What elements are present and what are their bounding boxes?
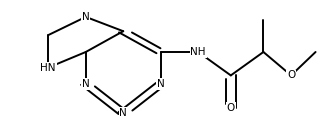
Text: N: N <box>119 108 127 118</box>
Text: NH: NH <box>190 47 206 57</box>
Text: N: N <box>82 79 90 89</box>
Text: N: N <box>82 12 90 22</box>
Text: HN: HN <box>40 63 56 73</box>
Text: O: O <box>227 103 235 113</box>
Text: N: N <box>157 79 165 89</box>
Text: O: O <box>287 70 295 80</box>
